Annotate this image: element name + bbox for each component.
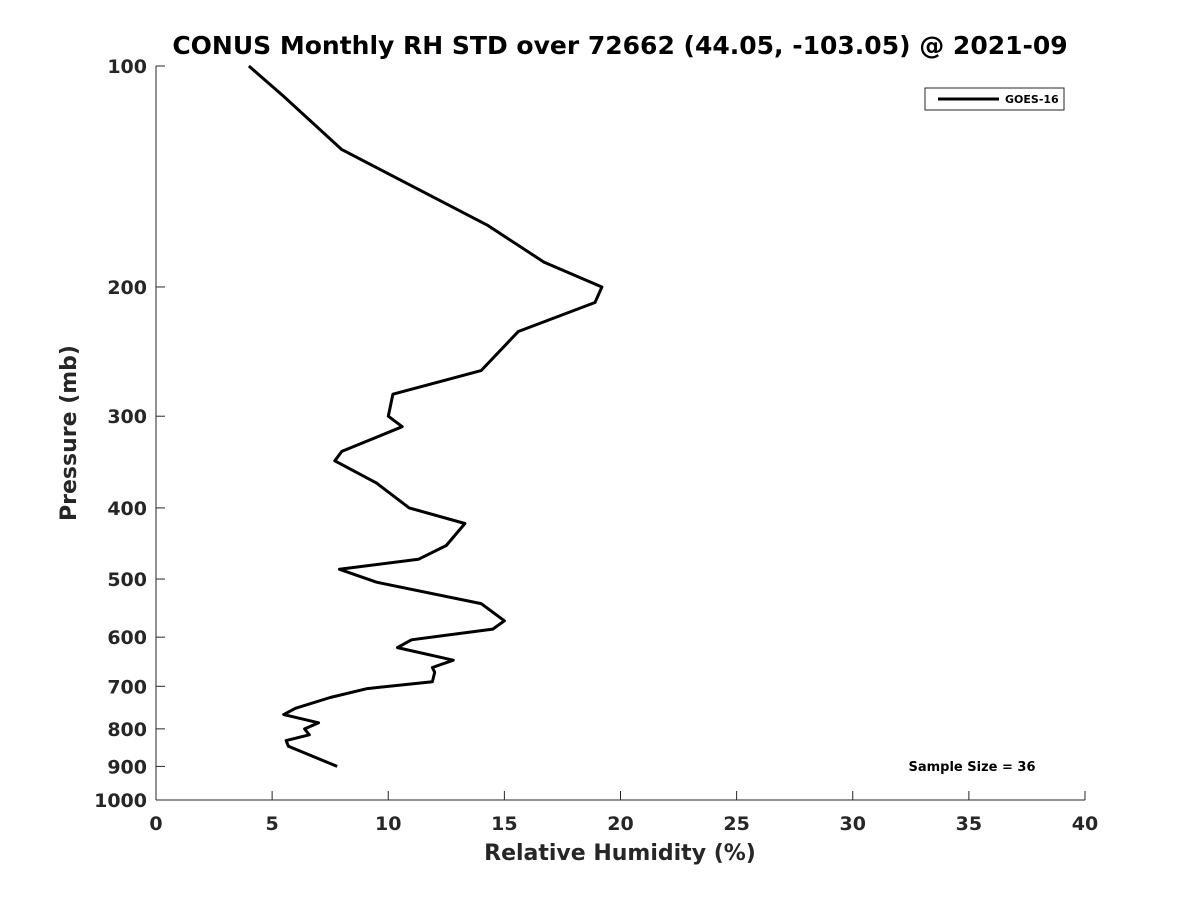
x-tick-label: 10: [375, 813, 401, 835]
y-tick-label: 200: [107, 277, 147, 299]
y-tick-label: 1000: [94, 790, 147, 812]
x-tick-label: 35: [956, 813, 982, 835]
x-tick-label: 5: [266, 813, 279, 835]
x-tick-label: 20: [607, 813, 633, 835]
x-tick-label: 25: [723, 813, 749, 835]
x-tick-label: 30: [840, 813, 866, 835]
sample-size-annotation: Sample Size = 36: [908, 760, 1035, 775]
y-tick-label: 900: [107, 756, 147, 778]
y-tick-label: 800: [107, 719, 147, 741]
x-ticks: 0 5 10 15 20 25 30 35 40: [149, 791, 1098, 835]
series-layer: [247, 64, 604, 768]
x-tick-label: 15: [491, 813, 517, 835]
y-ticks: 100 200 300 400 500 600 700 800 900 1000: [94, 56, 165, 812]
y-tick-label: 300: [107, 406, 147, 428]
series-line-goes-16: [247, 64, 604, 768]
x-tick-label: 0: [149, 813, 162, 835]
chart-title: CONUS Monthly RH STD over 72662 (44.05, …: [172, 31, 1067, 60]
y-tick-label: 600: [107, 627, 147, 649]
x-tick-label: 40: [1072, 813, 1098, 835]
legend: GOES-16: [924, 87, 1065, 111]
y-tick-label: 400: [107, 498, 147, 520]
y-tick-label: 700: [107, 676, 147, 698]
axes: [155, 66, 1085, 801]
y-tick-label: 500: [107, 569, 147, 591]
x-axis-label: Relative Humidity (%): [484, 841, 756, 866]
legend-label: GOES-16: [1005, 93, 1059, 106]
y-tick-label: 100: [107, 56, 147, 78]
y-axis-label: Pressure (mb): [57, 345, 82, 521]
